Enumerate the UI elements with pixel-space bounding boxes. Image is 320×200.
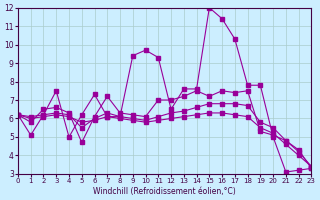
X-axis label: Windchill (Refroidissement éolien,°C): Windchill (Refroidissement éolien,°C) [93, 187, 236, 196]
